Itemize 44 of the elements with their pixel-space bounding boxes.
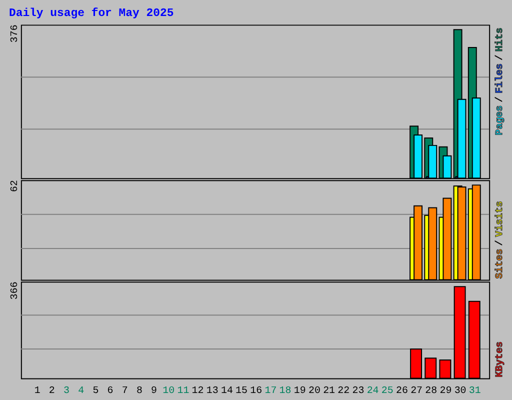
text: KBytes (494, 341, 506, 378)
x-tick-label: 31 (468, 384, 481, 396)
x-tick-label: 2 (48, 384, 55, 396)
x-tick-label: 9 (151, 384, 158, 396)
x-tick-label: 29 (440, 384, 452, 396)
x-tick-label: 19 (294, 384, 306, 396)
x-tick-label: 1 (34, 384, 40, 396)
x-tick-label: 26 (396, 384, 408, 396)
x-tick-label: 25 (381, 384, 394, 396)
x-tick-label: 4 (78, 384, 84, 396)
text: / (494, 54, 506, 61)
x-tick-label: 8 (136, 384, 142, 396)
x-tick-label: 15 (236, 384, 248, 396)
x-tick-label: 21 (323, 384, 336, 396)
text: 376 (8, 24, 20, 43)
x-tick-label: 27 (410, 384, 423, 396)
text: Files (494, 64, 506, 94)
x-tick-label: 18 (279, 384, 292, 396)
x-tick-label: 22 (338, 384, 350, 396)
x-tick-label: 20 (308, 384, 320, 396)
x-tick-label: 13 (206, 384, 218, 396)
chart-title: Daily usage for May 2025 (8, 7, 174, 20)
x-tick-label: 7 (122, 384, 128, 396)
x-tick-label: 28 (425, 384, 438, 396)
x-tick-label: 3 (64, 384, 70, 396)
x-tick-label: 17 (264, 384, 277, 396)
text: Hits (494, 28, 506, 52)
x-tick-label: 12 (192, 384, 204, 396)
x-tick-label: 5 (92, 384, 99, 396)
text: 62 (8, 180, 20, 192)
text: / (494, 240, 506, 246)
x-tick-label: 23 (352, 384, 364, 396)
x-tick-label: 16 (250, 384, 262, 396)
text: 366 (8, 282, 20, 300)
x-tick-label: 6 (107, 384, 114, 396)
x-tick-label: 10 (162, 384, 175, 396)
x-tick-label: 24 (366, 384, 379, 396)
text: / (494, 96, 506, 102)
text: Visits (494, 200, 506, 237)
x-tick-label: 11 (177, 384, 190, 396)
text: Pages (494, 105, 506, 136)
x-tick-label: 30 (454, 384, 466, 396)
text: Sites (494, 248, 506, 279)
x-tick-label: 14 (220, 384, 233, 396)
